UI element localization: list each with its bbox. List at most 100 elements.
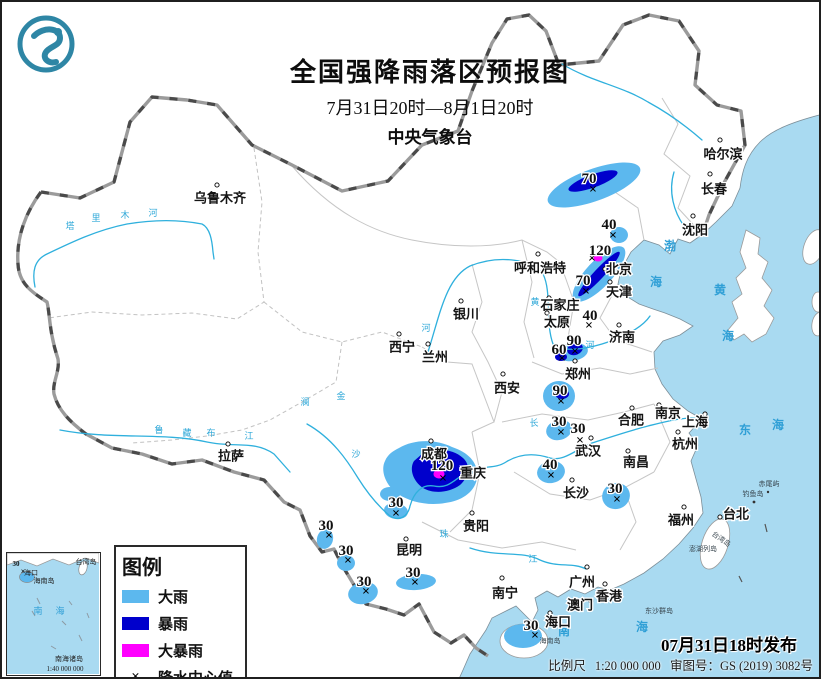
river-label: 珠 (439, 528, 448, 539)
city-label: 贵阳 (463, 519, 489, 534)
rivers-layer (33, 63, 703, 570)
city-dot (588, 435, 594, 441)
city-dot (459, 467, 465, 473)
river-label: 木 (120, 209, 129, 220)
japan-island-3 (811, 311, 819, 337)
city-label: 石家庄 (539, 298, 579, 313)
precip-center-cross: × (613, 493, 621, 508)
taiwan-island (699, 518, 731, 570)
sea-label: 东 (739, 422, 751, 437)
city-label: 北京 (606, 262, 632, 277)
rain-patch (537, 460, 565, 484)
river-label: 江 (244, 431, 253, 441)
precip-value: 30 (339, 543, 354, 559)
legend-label: 大雨 (158, 590, 189, 606)
legend-title: 图例 (122, 557, 162, 579)
city-label: 南昌 (623, 455, 649, 470)
yangtze-river (306, 417, 703, 520)
river-label: 黄 (530, 296, 539, 307)
precip-center-cross: × (557, 395, 565, 410)
korea-peninsula (727, 229, 775, 343)
precip-center-cross: × (582, 285, 590, 300)
city-dot (625, 448, 631, 454)
precip-center-cross: × (362, 585, 370, 600)
yellow-river (427, 258, 651, 353)
precipitation-markers-layer: ×70×40×120×70×40×90×60×90×30×30×40×30×12… (317, 170, 623, 644)
japan-island-2 (811, 291, 819, 313)
rain-patch (337, 555, 355, 571)
river-label: 沙 (351, 449, 360, 459)
island-label: 钓鱼岛 (743, 489, 764, 498)
precip-center-cross: × (411, 576, 419, 591)
island-label: 赤尾屿 (759, 479, 780, 488)
city-label: 台北 (723, 507, 749, 522)
precip-value: 70 (576, 273, 591, 289)
rain-patches-layer (316, 162, 641, 605)
city-dot (500, 371, 506, 377)
city-label: 沈阳 (682, 223, 708, 238)
sea-label: 海 (636, 619, 648, 634)
inset-label: 30 (13, 560, 21, 568)
rain-patch (602, 482, 630, 510)
inset-label: × (21, 567, 26, 576)
rainstorm-patch (578, 251, 620, 297)
city-label: 天津 (606, 285, 632, 300)
city-label: 澳门 (567, 598, 593, 613)
city-label: 成都 (421, 447, 447, 462)
precip-value: 30 (357, 574, 372, 590)
precip-center-cross: × (344, 554, 352, 569)
map-approval-number: 审图号：GS (2019) 3082号 (669, 659, 813, 673)
precip-center-cross: × (392, 507, 400, 522)
river-label: 河 (585, 339, 594, 350)
precip-center-cross: × (609, 229, 617, 244)
scale-info: 比例尺 1:20 000 000 审图号：GS (2019) 3082号 (542, 655, 813, 674)
city-label: 西宁 (389, 340, 415, 355)
city-dot (656, 402, 662, 408)
inset-label: 海 (55, 605, 70, 616)
city-label: 南宁 (492, 586, 518, 601)
river-label: 江 (528, 554, 537, 564)
precip-center-cross: × (571, 345, 579, 360)
city-label: 长春 (701, 182, 728, 197)
legend-row-rainstorm: 暴雨 (122, 613, 239, 634)
precip-center-cross: × (576, 434, 584, 449)
city-dot (572, 358, 578, 364)
sea-labels-layer: 渤海黄海东 海南海 (558, 238, 784, 638)
inset-label: 南 (33, 605, 48, 616)
inset-hainan (19, 571, 35, 583)
map-forecast-period: 7月31日20时—8月1日20时 (326, 98, 534, 118)
legend-label: 降水中心值 (158, 671, 234, 679)
rainstorm-patch (555, 353, 567, 361)
city-dot (544, 310, 550, 316)
legend-row-heavy-rain: 大雨 (122, 586, 239, 607)
precip-value: 60 (552, 342, 567, 358)
island-label: 东沙群岛 (645, 606, 673, 615)
city-label: 杭州 (672, 437, 698, 452)
city-dot (569, 477, 575, 483)
city-dot (425, 341, 431, 347)
rain-patch (610, 227, 628, 243)
river-label: 里 (91, 213, 100, 223)
precip-center-symbol: × (131, 669, 140, 679)
heavy-rainstorm-swatch (122, 644, 149, 657)
city-label: 郑州 (565, 367, 591, 382)
precip-value: 70 (582, 171, 597, 187)
river-label: 金 (336, 390, 345, 401)
city-label: 上海 (682, 415, 708, 430)
rain-patch (384, 502, 408, 520)
inset-label: 海南岛 (34, 576, 55, 585)
inset-coast (7, 553, 99, 567)
city-label: 昆明 (396, 543, 422, 558)
city-label: 合肥 (618, 413, 644, 428)
rainstorm-swatch (122, 617, 149, 630)
inset-taiwan (78, 560, 88, 576)
legend-row-heavy-rainstorm: 大暴雨 (122, 640, 239, 661)
precip-center-cross: × (585, 319, 593, 334)
island-label: 海南岛 (540, 636, 561, 645)
scale-value: 1:20 000 000 (594, 659, 661, 673)
precip-center-cross: × (557, 426, 565, 441)
